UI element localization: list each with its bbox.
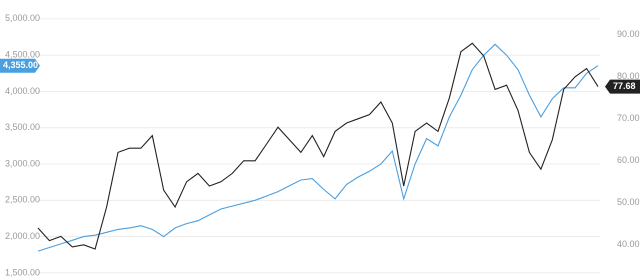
y-tick-label: 3,500.00 <box>5 122 40 132</box>
y2-tick-label: 70.00 <box>617 113 640 123</box>
badge-box <box>0 58 40 73</box>
y-tick-label: 2,500.00 <box>5 195 40 205</box>
data-line <box>37 42 599 250</box>
y-tick-label: 2,000.00 <box>5 231 40 241</box>
y2-tick-label: 60.00 <box>617 155 640 165</box>
y2-tick-label: 40.00 <box>617 239 640 249</box>
value-badge: 77.68 <box>605 79 640 94</box>
y2-tick-label: 90.00 <box>617 29 640 39</box>
y-tick-label: 5,000.00 <box>5 13 40 23</box>
badge-label: 4,355.00 <box>3 60 38 70</box>
y2-tick-label: 50.00 <box>617 197 640 207</box>
y-tick-label: 4,500.00 <box>5 50 40 60</box>
data-line <box>37 43 599 252</box>
y2-tick-label: 80.00 <box>617 71 640 81</box>
y-tick-label: 4,000.00 <box>5 86 40 96</box>
badge-box <box>605 79 640 94</box>
value-badge: 4,355.00 <box>0 58 40 73</box>
badge-label: 77.68 <box>613 81 636 91</box>
y-tick-label: 1,500.00 <box>5 267 40 277</box>
y-tick-label: 3,000.00 <box>5 158 40 168</box>
